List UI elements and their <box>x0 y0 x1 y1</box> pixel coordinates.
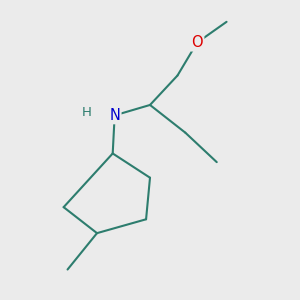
Text: H: H <box>82 106 92 119</box>
Text: N: N <box>109 108 120 123</box>
Text: O: O <box>191 35 203 50</box>
